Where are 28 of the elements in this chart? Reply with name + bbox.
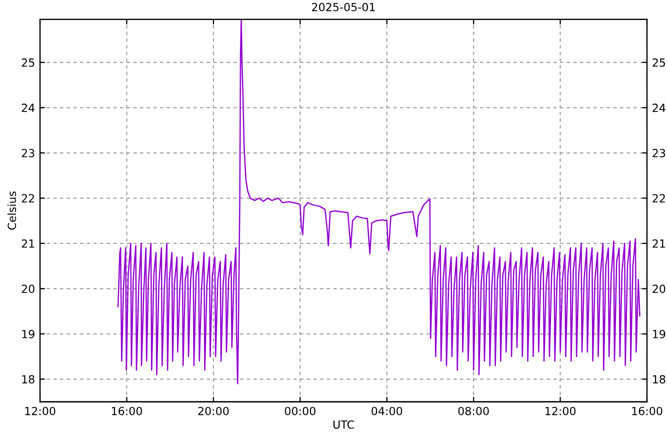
x-tick-label: 16:00 [112, 406, 142, 416]
y2-tick-label: 22 [652, 194, 665, 202]
y-tick-label: 20 [22, 284, 34, 294]
y-tick-label: 18 [22, 375, 34, 384]
x-tick-label: 00:00 [284, 406, 316, 416]
x-tick-label: 12:00 [25, 406, 56, 416]
x-tick-label: 04:00 [372, 406, 402, 416]
y2-tick-label: 24 [652, 104, 666, 112]
y-tick-label: 19 [22, 330, 34, 338]
x-tick-label: 16:00 [632, 406, 662, 416]
y2-tick-label: 18 [653, 375, 666, 384]
y-tick-label: 21 [22, 239, 34, 248]
y2-tick-label: 23 [652, 148, 666, 158]
y-tick-label: 23 [22, 148, 34, 158]
y-axis-title: Celsius [7, 191, 16, 230]
y2-tick-label: 21 [652, 239, 665, 248]
y2-tick-label: 25 [652, 58, 666, 67]
line-series [117, 19, 640, 384]
x-tick-label: 20:00 [198, 406, 229, 416]
y-tick-label: 22 [22, 194, 34, 202]
y2-tick-label: 20 [652, 284, 666, 294]
y-tick-label: 25 [22, 58, 34, 67]
x-tick-label: 08:00 [458, 406, 489, 416]
x-tick-label: 12:00 [545, 406, 576, 416]
chart-title: 2025-05-01 [312, 2, 375, 12]
y2-tick-label: 19 [653, 330, 666, 338]
y-tick-label: 24 [22, 104, 35, 112]
x-axis-title: UTC [333, 420, 354, 429]
